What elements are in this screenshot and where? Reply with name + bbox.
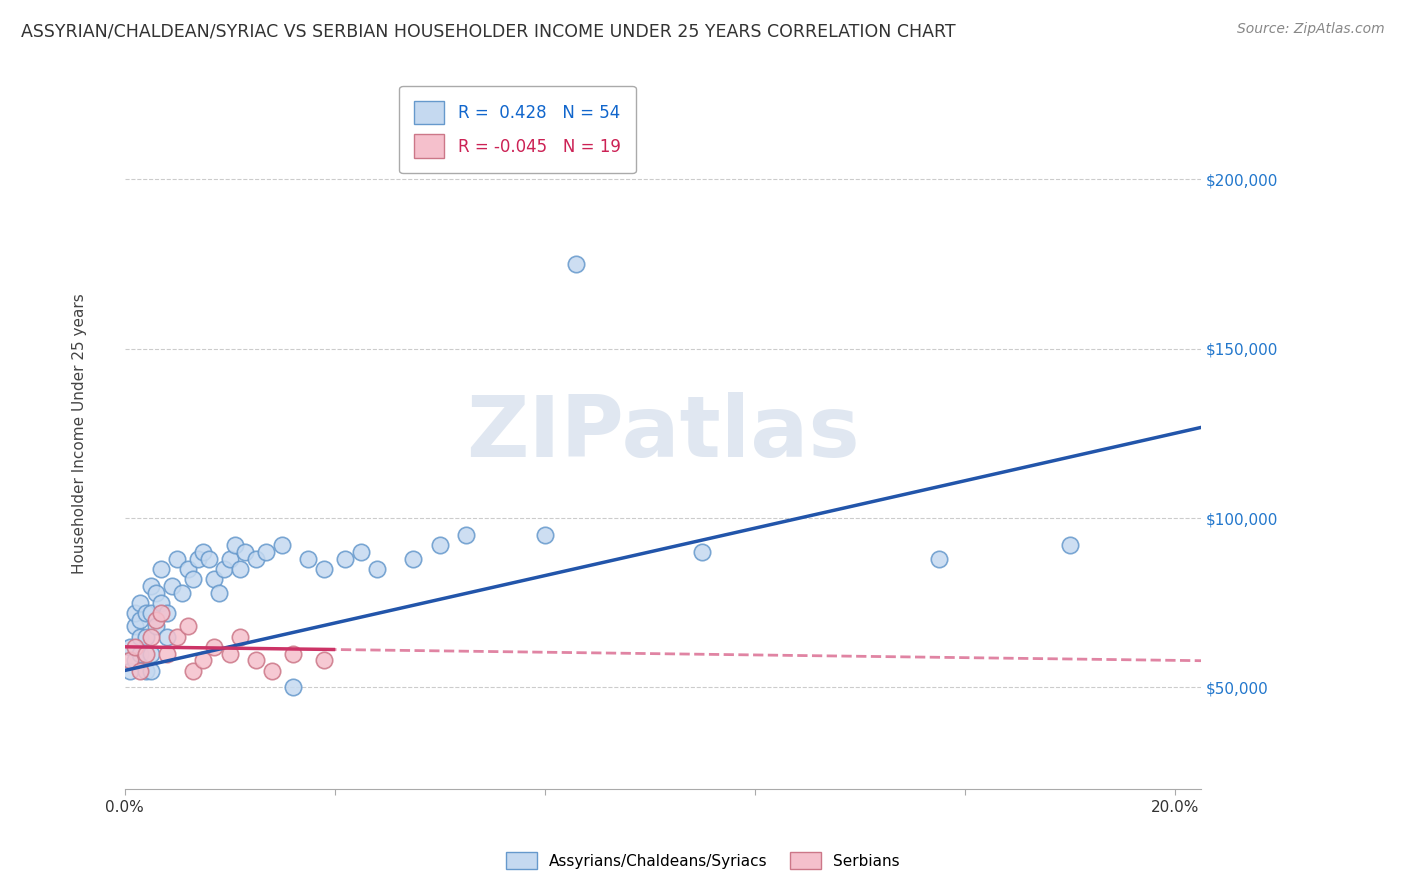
Point: [155, 647, 177, 661]
Point: [297, 551, 319, 566]
Point: [134, 664, 156, 678]
Point: [254, 545, 277, 559]
Text: ZIPatlas: ZIPatlas: [465, 392, 860, 475]
Point: [150, 606, 173, 620]
Point: [208, 585, 231, 599]
Point: [160, 579, 183, 593]
Point: [150, 596, 173, 610]
Point: [314, 653, 336, 667]
Point: [129, 647, 152, 661]
Point: [214, 562, 236, 576]
Point: [155, 630, 177, 644]
Point: [314, 562, 336, 576]
Point: [366, 562, 388, 576]
Point: [172, 585, 194, 599]
Point: [333, 551, 356, 566]
Point: [197, 551, 219, 566]
Point: [193, 653, 215, 667]
Point: [565, 257, 588, 271]
Point: [454, 528, 477, 542]
Point: [202, 640, 225, 654]
Point: [533, 528, 555, 542]
Point: [124, 619, 146, 633]
Point: [233, 545, 256, 559]
Point: [429, 538, 451, 552]
Point: [271, 538, 294, 552]
Point: [139, 630, 162, 644]
Point: [181, 664, 204, 678]
Point: [166, 630, 188, 644]
Point: [193, 545, 215, 559]
Point: [129, 664, 152, 678]
Point: [118, 640, 141, 654]
Point: [229, 562, 252, 576]
Point: [176, 562, 198, 576]
Point: [150, 562, 173, 576]
Point: [202, 572, 225, 586]
Point: [129, 596, 152, 610]
Point: [124, 653, 146, 667]
Point: [124, 640, 146, 654]
Point: [145, 619, 167, 633]
Point: [124, 606, 146, 620]
Point: [187, 551, 209, 566]
Point: [281, 681, 304, 695]
Point: [155, 606, 177, 620]
Point: [928, 551, 950, 566]
Point: [134, 647, 156, 661]
Point: [245, 551, 267, 566]
Point: [245, 653, 267, 667]
Legend: Assyrians/Chaldeans/Syriacs, Serbians: Assyrians/Chaldeans/Syriacs, Serbians: [501, 846, 905, 875]
Point: [134, 630, 156, 644]
Text: Householder Income Under 25 years: Householder Income Under 25 years: [72, 293, 87, 574]
Point: [690, 545, 713, 559]
Point: [229, 630, 252, 644]
Point: [218, 551, 240, 566]
Point: [118, 653, 141, 667]
Point: [139, 579, 162, 593]
Point: [281, 647, 304, 661]
Point: [145, 613, 167, 627]
Point: [1059, 538, 1081, 552]
Point: [218, 647, 240, 661]
Legend: R =  0.428   N = 54, R = -0.045   N = 19: R = 0.428 N = 54, R = -0.045 N = 19: [399, 86, 636, 173]
Point: [224, 538, 246, 552]
Point: [402, 551, 425, 566]
Point: [129, 630, 152, 644]
Point: [134, 606, 156, 620]
Point: [145, 585, 167, 599]
Point: [350, 545, 373, 559]
Text: ASSYRIAN/CHALDEAN/SYRIAC VS SERBIAN HOUSEHOLDER INCOME UNDER 25 YEARS CORRELATIO: ASSYRIAN/CHALDEAN/SYRIAC VS SERBIAN HOUS…: [21, 22, 956, 40]
Point: [139, 647, 162, 661]
Point: [181, 572, 204, 586]
Point: [118, 664, 141, 678]
Point: [260, 664, 283, 678]
Text: Source: ZipAtlas.com: Source: ZipAtlas.com: [1237, 22, 1385, 37]
Point: [176, 619, 198, 633]
Point: [166, 551, 188, 566]
Point: [129, 613, 152, 627]
Point: [139, 606, 162, 620]
Point: [139, 664, 162, 678]
